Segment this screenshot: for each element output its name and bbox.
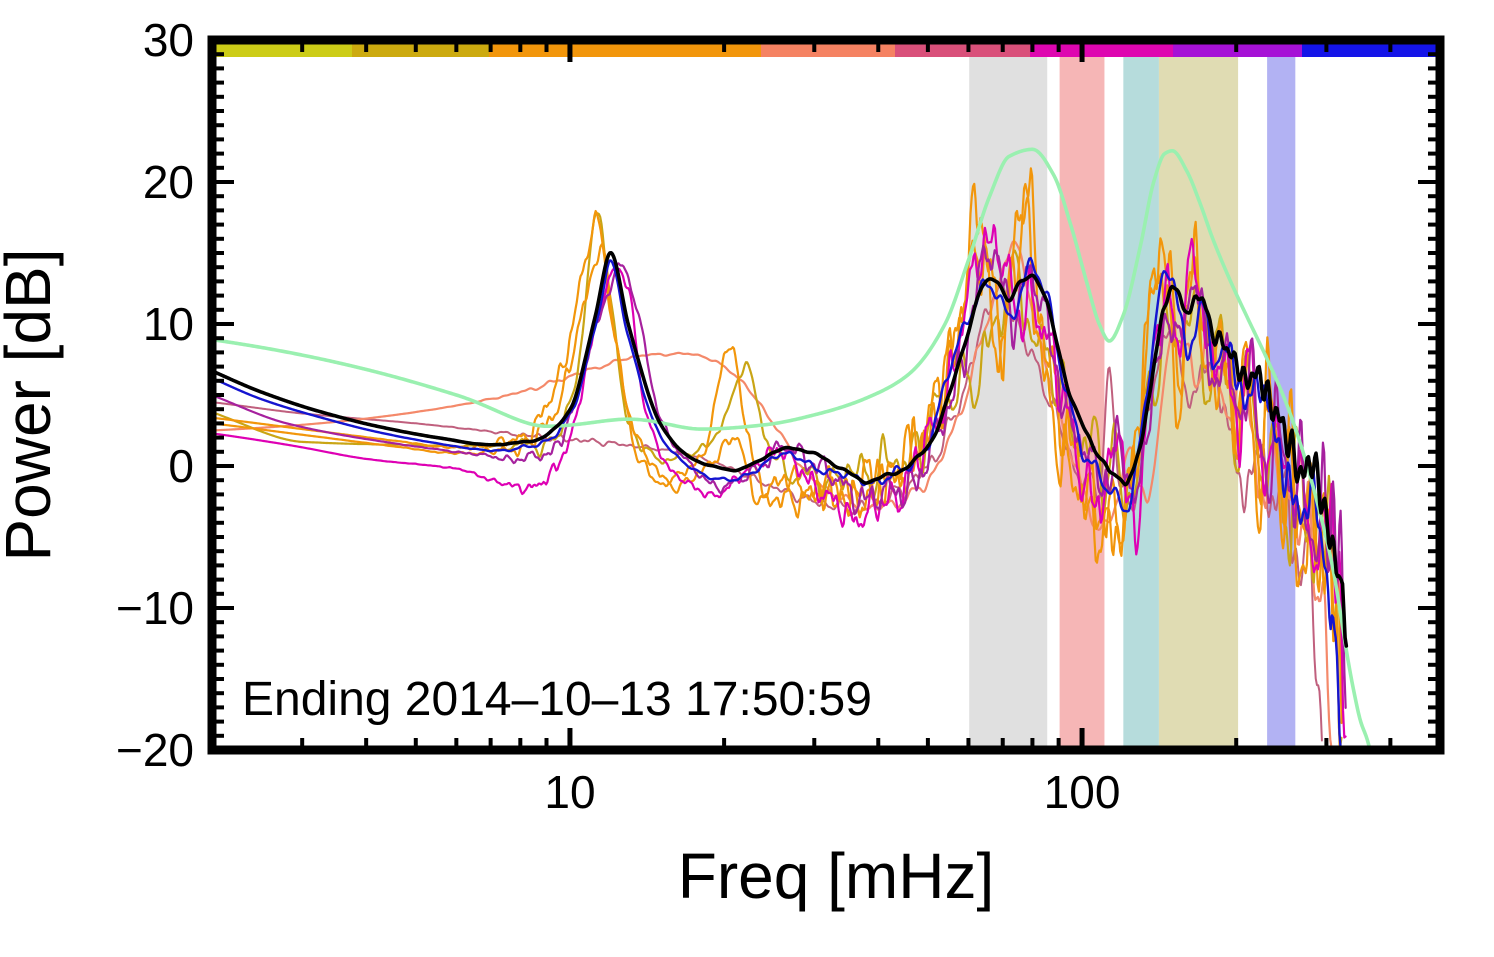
- svg-text:−20: −20: [116, 724, 194, 776]
- svg-text:Power [dB]: Power [dB]: [0, 248, 64, 561]
- svg-text:100: 100: [1044, 766, 1121, 818]
- svg-text:10: 10: [544, 766, 595, 818]
- svg-text:Ending 2014–10–13 17:50:59: Ending 2014–10–13 17:50:59: [242, 673, 872, 726]
- svg-text:−10: −10: [116, 582, 194, 634]
- svg-text:0: 0: [168, 440, 194, 492]
- svg-text:Freq [mHz]: Freq [mHz]: [678, 840, 994, 912]
- svg-text:10: 10: [143, 298, 194, 350]
- svg-text:30: 30: [143, 14, 194, 66]
- svg-text:20: 20: [143, 156, 194, 208]
